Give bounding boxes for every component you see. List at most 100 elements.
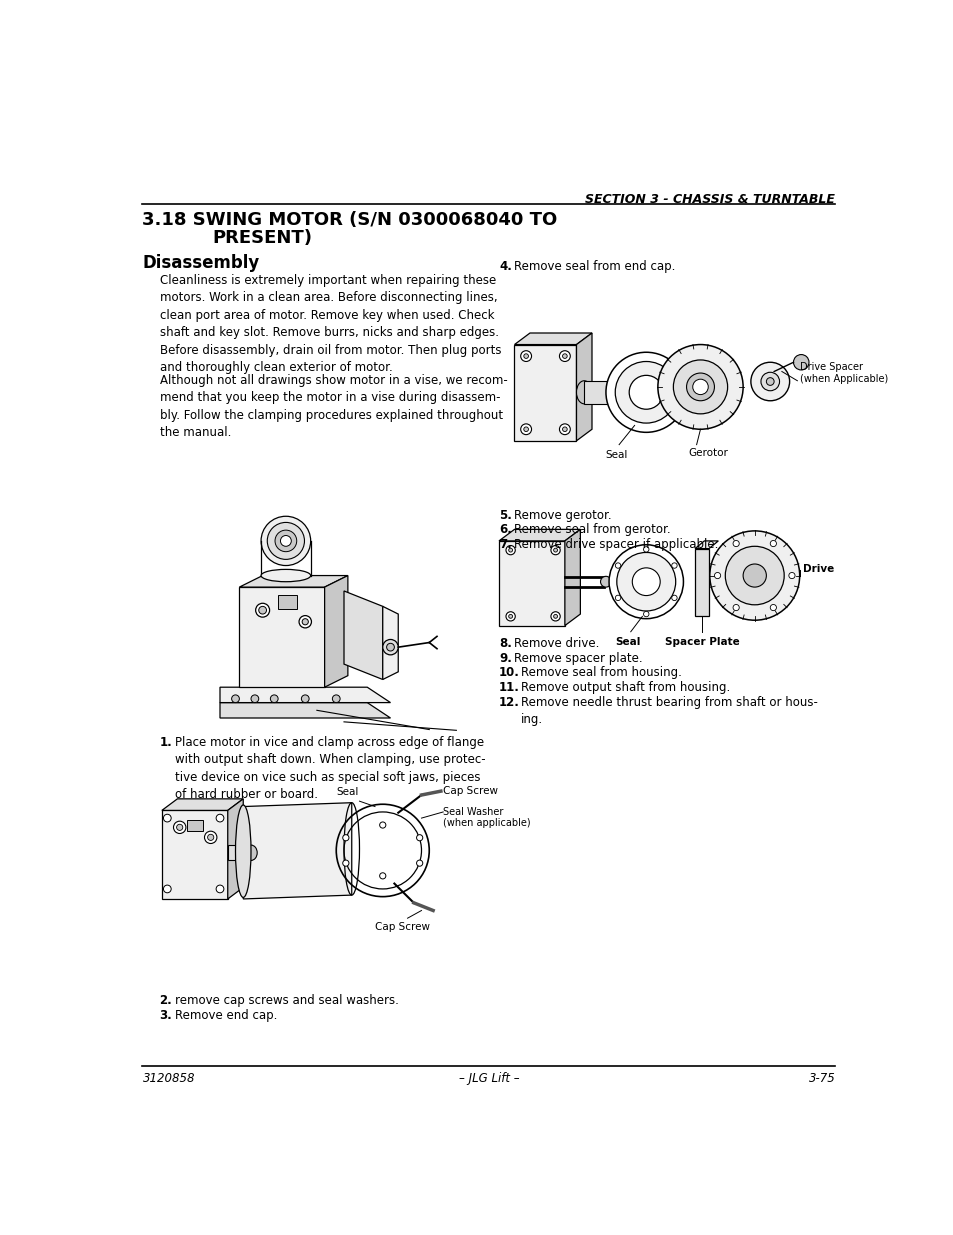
Circle shape — [732, 541, 739, 547]
Text: 3.: 3. — [159, 1009, 172, 1023]
Text: Seal: Seal — [336, 787, 358, 798]
Polygon shape — [576, 333, 592, 441]
Ellipse shape — [235, 805, 251, 898]
Text: remove cap screws and seal washers.: remove cap screws and seal washers. — [174, 994, 398, 1007]
Text: 2.: 2. — [159, 994, 172, 1007]
Circle shape — [608, 545, 682, 619]
FancyBboxPatch shape — [278, 595, 297, 609]
Circle shape — [505, 546, 515, 555]
Text: Remove gerotor.: Remove gerotor. — [514, 509, 612, 521]
Text: 12.: 12. — [498, 695, 519, 709]
Text: Drive: Drive — [802, 564, 833, 574]
Polygon shape — [498, 541, 564, 626]
Circle shape — [673, 359, 727, 414]
Circle shape — [553, 615, 557, 619]
Polygon shape — [564, 530, 579, 626]
Circle shape — [629, 375, 662, 409]
Circle shape — [379, 873, 385, 879]
Circle shape — [505, 611, 515, 621]
Circle shape — [671, 595, 677, 600]
Circle shape — [643, 611, 648, 616]
Circle shape — [617, 552, 675, 611]
Text: Remove seal from housing.: Remove seal from housing. — [520, 667, 680, 679]
Circle shape — [643, 547, 648, 552]
Text: 6.: 6. — [498, 524, 512, 536]
Text: 8.: 8. — [498, 637, 512, 650]
Circle shape — [599, 577, 611, 587]
Circle shape — [298, 615, 311, 627]
Text: 3-75: 3-75 — [808, 1072, 835, 1086]
Circle shape — [270, 695, 278, 703]
Circle shape — [416, 860, 422, 866]
Text: Remove needle thrust bearing from shaft or hous-
ing.: Remove needle thrust bearing from shaft … — [520, 695, 817, 726]
Text: Disassembly: Disassembly — [142, 254, 259, 273]
Text: Place motor in vice and clamp across edge of flange
with output shaft down. When: Place motor in vice and clamp across edg… — [174, 736, 485, 802]
Circle shape — [204, 831, 216, 844]
Text: Spacer Plate: Spacer Plate — [664, 637, 739, 647]
Circle shape — [615, 595, 620, 600]
Polygon shape — [514, 345, 576, 441]
Circle shape — [332, 695, 340, 703]
Circle shape — [760, 372, 779, 390]
Circle shape — [255, 603, 270, 618]
Text: 3120858: 3120858 — [142, 1072, 194, 1086]
Text: 11.: 11. — [498, 680, 519, 694]
Circle shape — [558, 351, 570, 362]
Polygon shape — [162, 799, 243, 810]
Text: Remove seal from end cap.: Remove seal from end cap. — [514, 259, 675, 273]
Circle shape — [216, 885, 224, 893]
Circle shape — [267, 522, 304, 559]
Circle shape — [658, 345, 742, 430]
Circle shape — [615, 563, 620, 568]
Circle shape — [714, 573, 720, 579]
Circle shape — [750, 362, 789, 401]
Polygon shape — [239, 587, 324, 687]
Circle shape — [562, 353, 567, 358]
Circle shape — [302, 619, 308, 625]
Circle shape — [788, 573, 794, 579]
Circle shape — [558, 424, 570, 435]
Polygon shape — [243, 803, 352, 899]
Polygon shape — [695, 541, 718, 548]
Text: Although not all drawings show motor in a vise, we recom-
mend that you keep the: Although not all drawings show motor in … — [159, 374, 507, 440]
Text: Remove drive.: Remove drive. — [514, 637, 599, 650]
Text: Seal: Seal — [605, 450, 627, 461]
Circle shape — [520, 424, 531, 435]
Text: Cap Screw: Cap Screw — [443, 785, 497, 795]
Polygon shape — [324, 576, 348, 687]
Circle shape — [632, 568, 659, 595]
Text: 3.18 SWING MOTOR (S/N 0300068040 TO: 3.18 SWING MOTOR (S/N 0300068040 TO — [142, 211, 558, 230]
Circle shape — [274, 530, 296, 552]
Circle shape — [280, 536, 291, 546]
Circle shape — [386, 643, 394, 651]
Polygon shape — [514, 333, 592, 345]
Circle shape — [176, 824, 183, 830]
Text: Remove spacer plate.: Remove spacer plate. — [514, 652, 642, 664]
Text: 10.: 10. — [498, 667, 519, 679]
Circle shape — [216, 814, 224, 823]
Circle shape — [508, 548, 512, 552]
Circle shape — [615, 362, 677, 424]
Circle shape — [692, 379, 707, 395]
Text: Remove end cap.: Remove end cap. — [174, 1009, 277, 1023]
Circle shape — [732, 604, 739, 610]
Circle shape — [709, 531, 799, 620]
Circle shape — [550, 546, 559, 555]
Circle shape — [508, 615, 512, 619]
Ellipse shape — [245, 845, 257, 861]
Text: Seal Washer
(when applicable): Seal Washer (when applicable) — [443, 806, 530, 829]
Text: 9.: 9. — [498, 652, 512, 664]
Circle shape — [765, 378, 773, 385]
Circle shape — [769, 604, 776, 610]
Circle shape — [671, 563, 677, 568]
FancyBboxPatch shape — [187, 820, 203, 831]
Circle shape — [724, 546, 783, 605]
Circle shape — [605, 352, 686, 432]
Circle shape — [769, 541, 776, 547]
Circle shape — [342, 860, 349, 866]
Text: Drive Spacer
(when Applicable): Drive Spacer (when Applicable) — [799, 362, 887, 384]
Polygon shape — [498, 530, 579, 541]
Text: Remove drive spacer if applicable.: Remove drive spacer if applicable. — [514, 537, 719, 551]
Circle shape — [523, 353, 528, 358]
Text: 4.: 4. — [498, 259, 512, 273]
